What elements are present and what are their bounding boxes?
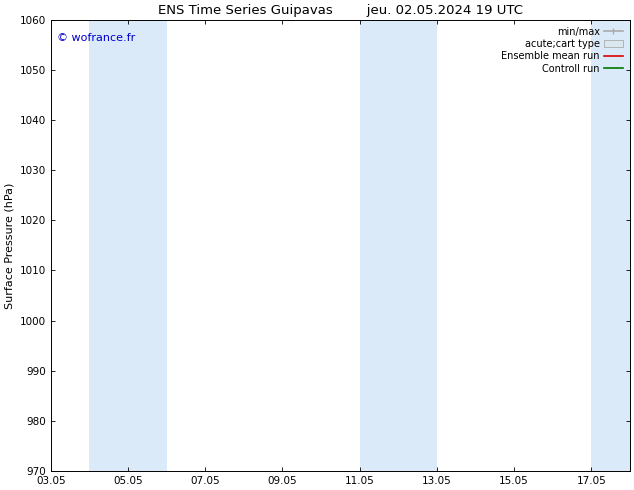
Title: ENS Time Series Guipavas        jeu. 02.05.2024 19 UTC: ENS Time Series Guipavas jeu. 02.05.2024…	[158, 4, 523, 17]
Bar	[89, 20, 167, 471]
Bar	[359, 20, 437, 471]
Y-axis label: Surface Pressure (hPa): Surface Pressure (hPa)	[4, 182, 14, 309]
Bar	[592, 20, 630, 471]
Text: © wofrance.fr: © wofrance.fr	[56, 33, 135, 43]
Legend: min/max, acute;cart type, Ensemble mean run, Controll run: min/max, acute;cart type, Ensemble mean …	[499, 24, 625, 76]
